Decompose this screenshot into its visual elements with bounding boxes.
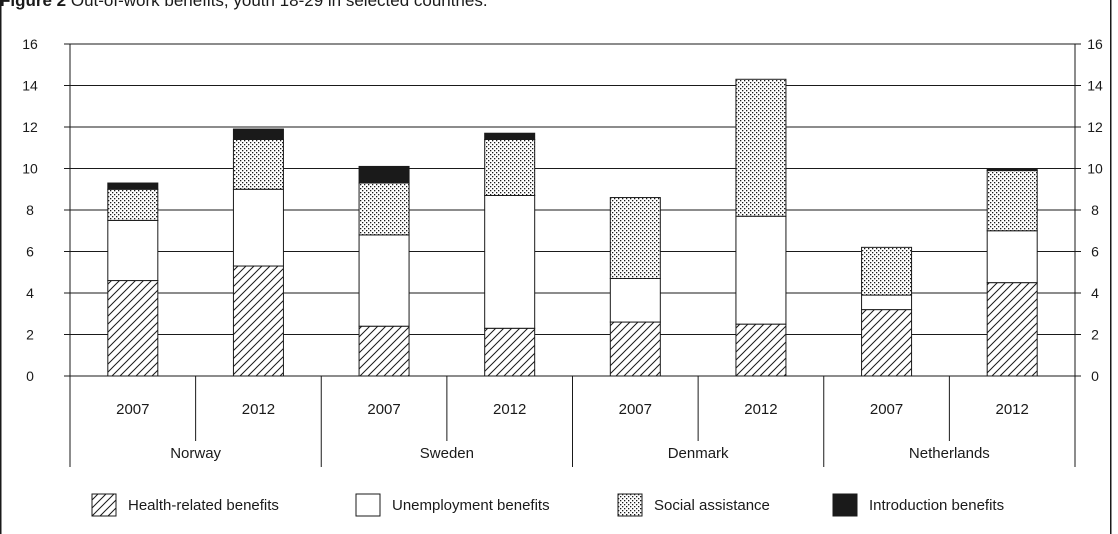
frame-right xyxy=(1110,0,1112,534)
legend: Health-related benefits Unemployment bene… xyxy=(91,493,1004,517)
bar-segment-plain xyxy=(358,234,410,327)
legend-label: Health-related benefits xyxy=(128,497,279,514)
bar-segment-plain xyxy=(107,219,159,282)
gridlines xyxy=(64,43,1081,377)
x-tick-label: 2007 xyxy=(116,401,149,418)
bar-segment-plain xyxy=(609,277,661,323)
bar-segment-plain xyxy=(232,188,284,267)
legend-label: Introduction benefits xyxy=(869,497,1004,514)
x-tick-label: 2007 xyxy=(619,401,652,418)
legend-swatch xyxy=(91,493,117,517)
frame-left xyxy=(0,0,2,534)
bar-segment-plain xyxy=(735,215,787,325)
legend-swatch xyxy=(355,493,381,517)
y-tick-label-right: 14 xyxy=(1087,78,1103,94)
y-tick-label-right: 16 xyxy=(1087,36,1103,52)
x-tick-label: 2012 xyxy=(996,401,1029,418)
bar-segment-dots xyxy=(735,78,787,217)
x-tick-label: 2012 xyxy=(744,401,777,418)
y-tick-label-right: 6 xyxy=(1091,244,1099,260)
bar-segment-dots xyxy=(609,197,661,279)
y-tick-label-left: 6 xyxy=(26,244,34,260)
y-tick-label-left: 14 xyxy=(22,78,38,94)
y-tick-label-right: 2 xyxy=(1091,327,1099,343)
bar-segment-hatch xyxy=(484,327,536,377)
axes: 0 0 2 2 4 4 6 6 8 8 10 10 12 12 14 14 16 16 2007 2012 2007 20… xyxy=(22,36,1103,467)
bar-segment-hatch xyxy=(609,321,661,377)
bar-segment-solid xyxy=(986,168,1038,172)
x-tick-label: 2012 xyxy=(493,401,526,418)
y-tick-label-left: 12 xyxy=(22,119,38,135)
group-label: Sweden xyxy=(420,445,474,462)
y-tick-label-right: 10 xyxy=(1087,161,1103,177)
y-tick-label-left: 10 xyxy=(22,161,38,177)
y-tick-label-right: 4 xyxy=(1091,285,1099,301)
bar-segment-solid xyxy=(232,128,284,140)
bar-segment-hatch xyxy=(107,280,159,377)
bar-segment-plain xyxy=(484,194,536,329)
bars xyxy=(107,78,1038,377)
bar-segment-dots xyxy=(861,246,913,296)
y-tick-label-right: 12 xyxy=(1087,119,1103,135)
bar-segment-solid xyxy=(107,182,159,190)
bar-segment-dots xyxy=(107,188,159,221)
legend-swatch xyxy=(617,493,643,517)
legend-swatch xyxy=(832,493,858,517)
bar-segment-hatch xyxy=(232,265,284,377)
figure-caption: Figure 2 Out-of-work benefits, youth 18-… xyxy=(0,0,488,11)
y-tick-label-left: 2 xyxy=(26,327,34,343)
bar-segment-hatch xyxy=(358,325,410,377)
y-tick-label-left: 0 xyxy=(26,368,34,384)
group-label: Norway xyxy=(170,445,221,462)
y-tick-label-left: 4 xyxy=(26,285,34,301)
figure-title: Out-of-work benefits, youth 18-29 in sel… xyxy=(70,0,488,10)
bar-segment-dots xyxy=(484,138,536,196)
bar-segment-plain xyxy=(861,294,913,311)
bar-segment-solid xyxy=(484,132,536,140)
y-tick-label-left: 8 xyxy=(26,202,34,218)
y-tick-label-right: 8 xyxy=(1091,202,1099,218)
bar-segment-dots xyxy=(986,170,1038,232)
bar-segment-dots xyxy=(358,182,410,236)
y-tick-label-right: 0 xyxy=(1091,368,1099,384)
bar-segment-plain xyxy=(986,230,1038,284)
x-tick-label: 2012 xyxy=(242,401,275,418)
group-label: Netherlands xyxy=(909,445,990,462)
bar-segment-dots xyxy=(232,138,284,190)
bar-segment-hatch xyxy=(735,323,787,377)
figure-label: Figure 2 xyxy=(0,0,67,10)
y-tick-label-left: 16 xyxy=(22,36,38,52)
legend-label: Social assistance xyxy=(654,497,770,514)
legend-label: Unemployment benefits xyxy=(392,497,550,514)
x-tick-label: 2007 xyxy=(870,401,903,418)
bar-segment-solid xyxy=(358,165,410,184)
bar-segment-hatch xyxy=(986,282,1038,377)
group-label: Denmark xyxy=(668,445,729,462)
bar-segment-hatch xyxy=(861,309,913,377)
x-tick-label: 2007 xyxy=(367,401,400,418)
